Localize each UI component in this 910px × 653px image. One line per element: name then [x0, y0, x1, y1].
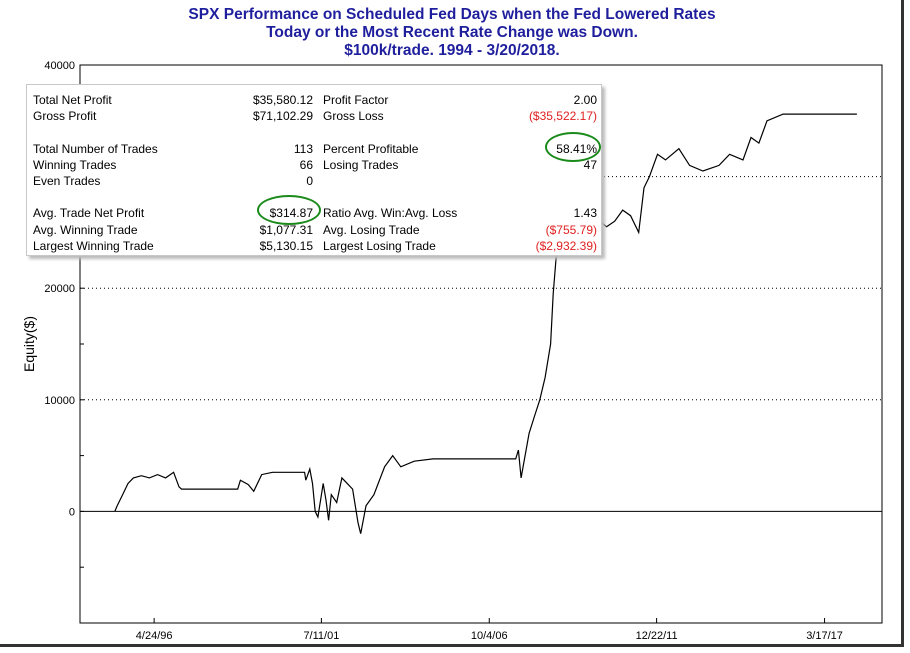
- stats-row-left: Winning Trades 66: [27, 158, 601, 174]
- stat-value: ($755.79): [545, 222, 597, 237]
- stats-row-left: Even Trades 0: [27, 174, 601, 190]
- stats-row-left: Total Number of Trades 113: [27, 142, 601, 158]
- stat-label: Total Net Profit: [33, 93, 112, 107]
- stat-value: $5,130.15: [259, 238, 313, 253]
- stat-label: Even Trades: [33, 174, 101, 188]
- stats-row-left: Gross Profit $71,102.29: [27, 109, 601, 125]
- x-tick-label: 7/11/01: [303, 630, 339, 642]
- stat-label: Ratio Avg. Win:Avg. Loss: [323, 206, 458, 221]
- stat-value: $35,580.12: [252, 93, 313, 107]
- y-tick-label: 10000: [44, 395, 75, 407]
- stats-row-right: Profit Factor 2.00: [27, 93, 601, 109]
- stats-row-left: Largest Winning Trade $5,130.15: [27, 239, 601, 255]
- stat-value: 1.43: [573, 206, 597, 221]
- stat-label: Profit Factor: [323, 93, 389, 107]
- stat-value: $1,077.31: [259, 222, 313, 237]
- stat-value: 66: [299, 157, 313, 172]
- stats-row-right: Avg. Losing Trade ($755.79): [27, 223, 601, 239]
- stats-row-right: Largest Losing Trade ($2,932.39): [27, 239, 601, 255]
- stat-value: 113: [293, 141, 313, 156]
- avg-trade-profit-highlight-ring: [257, 195, 321, 225]
- stat-value: $71,102.29: [252, 109, 313, 124]
- stat-label: Total Number of Trades: [33, 141, 158, 156]
- chart-title-line-2: Today or the Most Recent Rate Change was…: [266, 24, 638, 41]
- stat-value: 47: [583, 157, 597, 172]
- stats-row-right: Ratio Avg. Win:Avg. Loss 1.43: [27, 206, 601, 222]
- chart-title-line-1: SPX Performance on Scheduled Fed Days wh…: [188, 6, 716, 23]
- y-axis-label: Equity($): [21, 316, 37, 372]
- performance-stats-box: Total Net Profit $35,580.12 Gross Profit $7…: [26, 84, 602, 256]
- percent-profitable-highlight-ring: [545, 132, 601, 162]
- stats-row-right: Gross Loss ($35,522.17): [27, 109, 601, 125]
- stat-label: Winning Trades: [33, 157, 117, 172]
- stat-label: Largest Winning Trade: [33, 238, 154, 253]
- stat-label: Avg. Trade Net Profit: [33, 206, 145, 221]
- y-tick-label: 0: [69, 506, 75, 518]
- stats-row-right: Losing Trades 47: [27, 158, 601, 174]
- x-tick-label: 12/22/11: [636, 630, 678, 642]
- stat-label: Losing Trades: [323, 157, 399, 172]
- y-tick-label: 20000: [44, 283, 75, 295]
- chart-title-line-3: $100k/trade. 1994 - 3/20/2018.: [344, 42, 560, 59]
- stat-label: Avg. Losing Trade: [323, 222, 420, 237]
- stat-label: Percent Profitable: [323, 141, 419, 156]
- stat-label: Gross Loss: [323, 109, 384, 124]
- stat-value: ($2,932.39): [535, 238, 597, 253]
- y-tick-label: 40000: [44, 60, 75, 72]
- x-tick-label: 4/24/96: [136, 630, 173, 642]
- equity-line: [114, 113, 857, 534]
- x-tick-label: 10/4/06: [471, 630, 508, 642]
- stat-label: Avg. Winning Trade: [33, 222, 138, 237]
- stats-row-left: Total Net Profit $35,580.12: [27, 93, 601, 109]
- stat-label: Gross Profit: [33, 109, 97, 124]
- stat-value: 2.00: [573, 93, 597, 107]
- stat-value: 0: [306, 174, 313, 188]
- x-tick-label: 3/17/17: [806, 630, 843, 642]
- stats-row-left: Avg. Winning Trade $1,077.31: [27, 223, 601, 239]
- stats-row-right: Percent Profitable 58.41%: [27, 142, 601, 158]
- stat-value: ($35,522.17): [528, 109, 597, 124]
- stat-label: Largest Losing Trade: [323, 238, 436, 253]
